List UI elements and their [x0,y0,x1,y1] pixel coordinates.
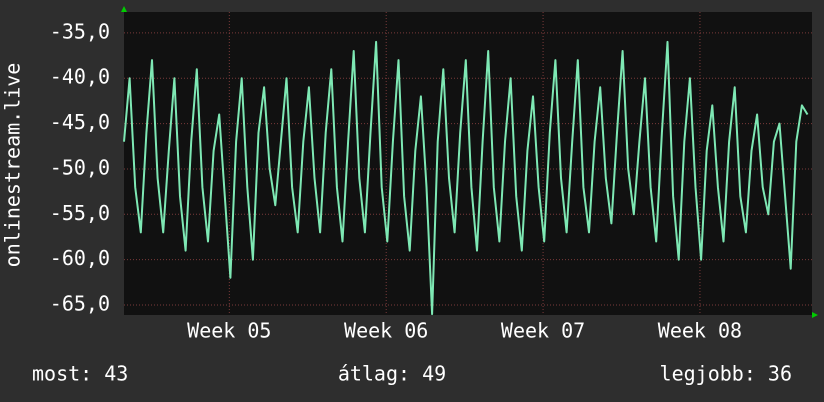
plot-area [124,12,812,315]
y-tick-label: -45,0 [50,110,110,134]
y-tick-label: -50,0 [50,155,110,179]
y-tick-label: -40,0 [50,65,110,89]
x-tick-label: Week 08 [658,319,742,343]
axis-arrow [121,6,127,12]
y-tick-label: -35,0 [50,19,110,43]
series-line [123,40,809,316]
y-axis-label: onlinestream.live [1,63,25,268]
axis-arrow [812,312,818,318]
stat-current: most: 43 [32,362,128,386]
x-tick-label: Week 06 [344,319,428,343]
x-tick-label: Week 05 [187,319,271,343]
stat-best: legjobb: 36 [660,362,792,386]
y-tick-label: -60,0 [50,246,110,270]
stat-average: átlag: 49 [338,362,446,386]
y-tick-label: -55,0 [50,201,110,225]
x-tick-label: Week 07 [501,319,585,343]
y-tick-label: -65,0 [50,292,110,316]
